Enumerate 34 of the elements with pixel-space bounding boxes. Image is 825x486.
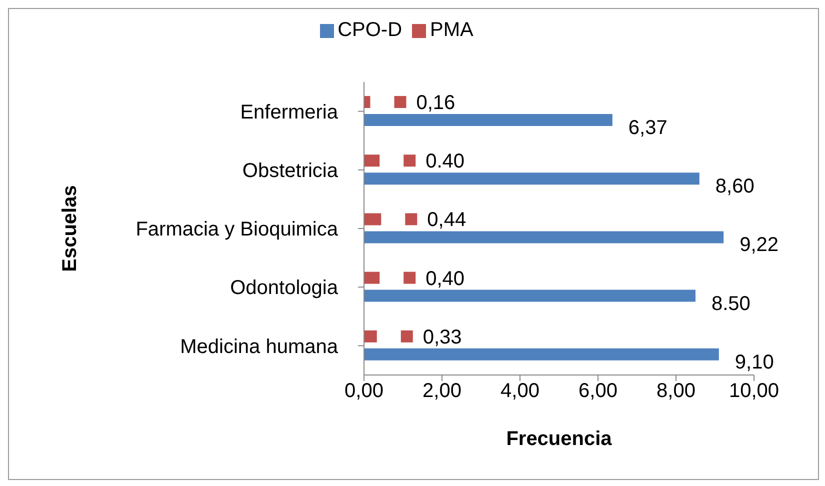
data-label: 0.40 bbox=[426, 150, 465, 173]
y-tick-label: Obstetricia bbox=[242, 160, 339, 182]
data-label: 8.50 bbox=[712, 292, 750, 315]
data-label: 0,40 bbox=[426, 268, 465, 290]
legend-label: CPO-D bbox=[338, 19, 402, 41]
x-tick-label: 6,00 bbox=[578, 380, 618, 402]
x-axis-title: Frecuencia bbox=[506, 428, 613, 450]
x-tick-label: 2,00 bbox=[422, 380, 462, 402]
bar bbox=[364, 231, 724, 244]
legend-label: PMA bbox=[430, 19, 474, 41]
bar bbox=[364, 348, 719, 360]
bar bbox=[364, 154, 380, 167]
data-label: 0,33 bbox=[422, 326, 462, 348]
y-tick-label: Medicina humana bbox=[180, 336, 339, 358]
x-tick-label: 8,00 bbox=[656, 380, 696, 402]
bar bbox=[364, 272, 380, 284]
x-tick-label: 4,00 bbox=[500, 380, 540, 402]
data-label: 0,44 bbox=[427, 209, 466, 232]
x-tick-label: 0,00 bbox=[344, 380, 384, 402]
y-axis-title: Escuelas bbox=[59, 185, 82, 272]
bar bbox=[364, 172, 700, 185]
x-tick-label: 10,00 bbox=[728, 380, 780, 402]
data-label: 9,22 bbox=[740, 234, 779, 256]
y-tick-label: Farmacia y Bioquimica bbox=[136, 218, 339, 241]
bar bbox=[364, 114, 612, 126]
data-label: 6,37 bbox=[628, 117, 668, 139]
data-label: 8,60 bbox=[715, 176, 754, 198]
y-tick-label: Enfermeria bbox=[240, 101, 339, 124]
bar bbox=[364, 330, 377, 342]
bar bbox=[364, 290, 696, 302]
data-label: 0,16 bbox=[416, 92, 456, 114]
data-label: 9,10 bbox=[734, 351, 774, 374]
y-tick-label: Odontologia bbox=[230, 277, 339, 300]
bar bbox=[364, 213, 382, 226]
